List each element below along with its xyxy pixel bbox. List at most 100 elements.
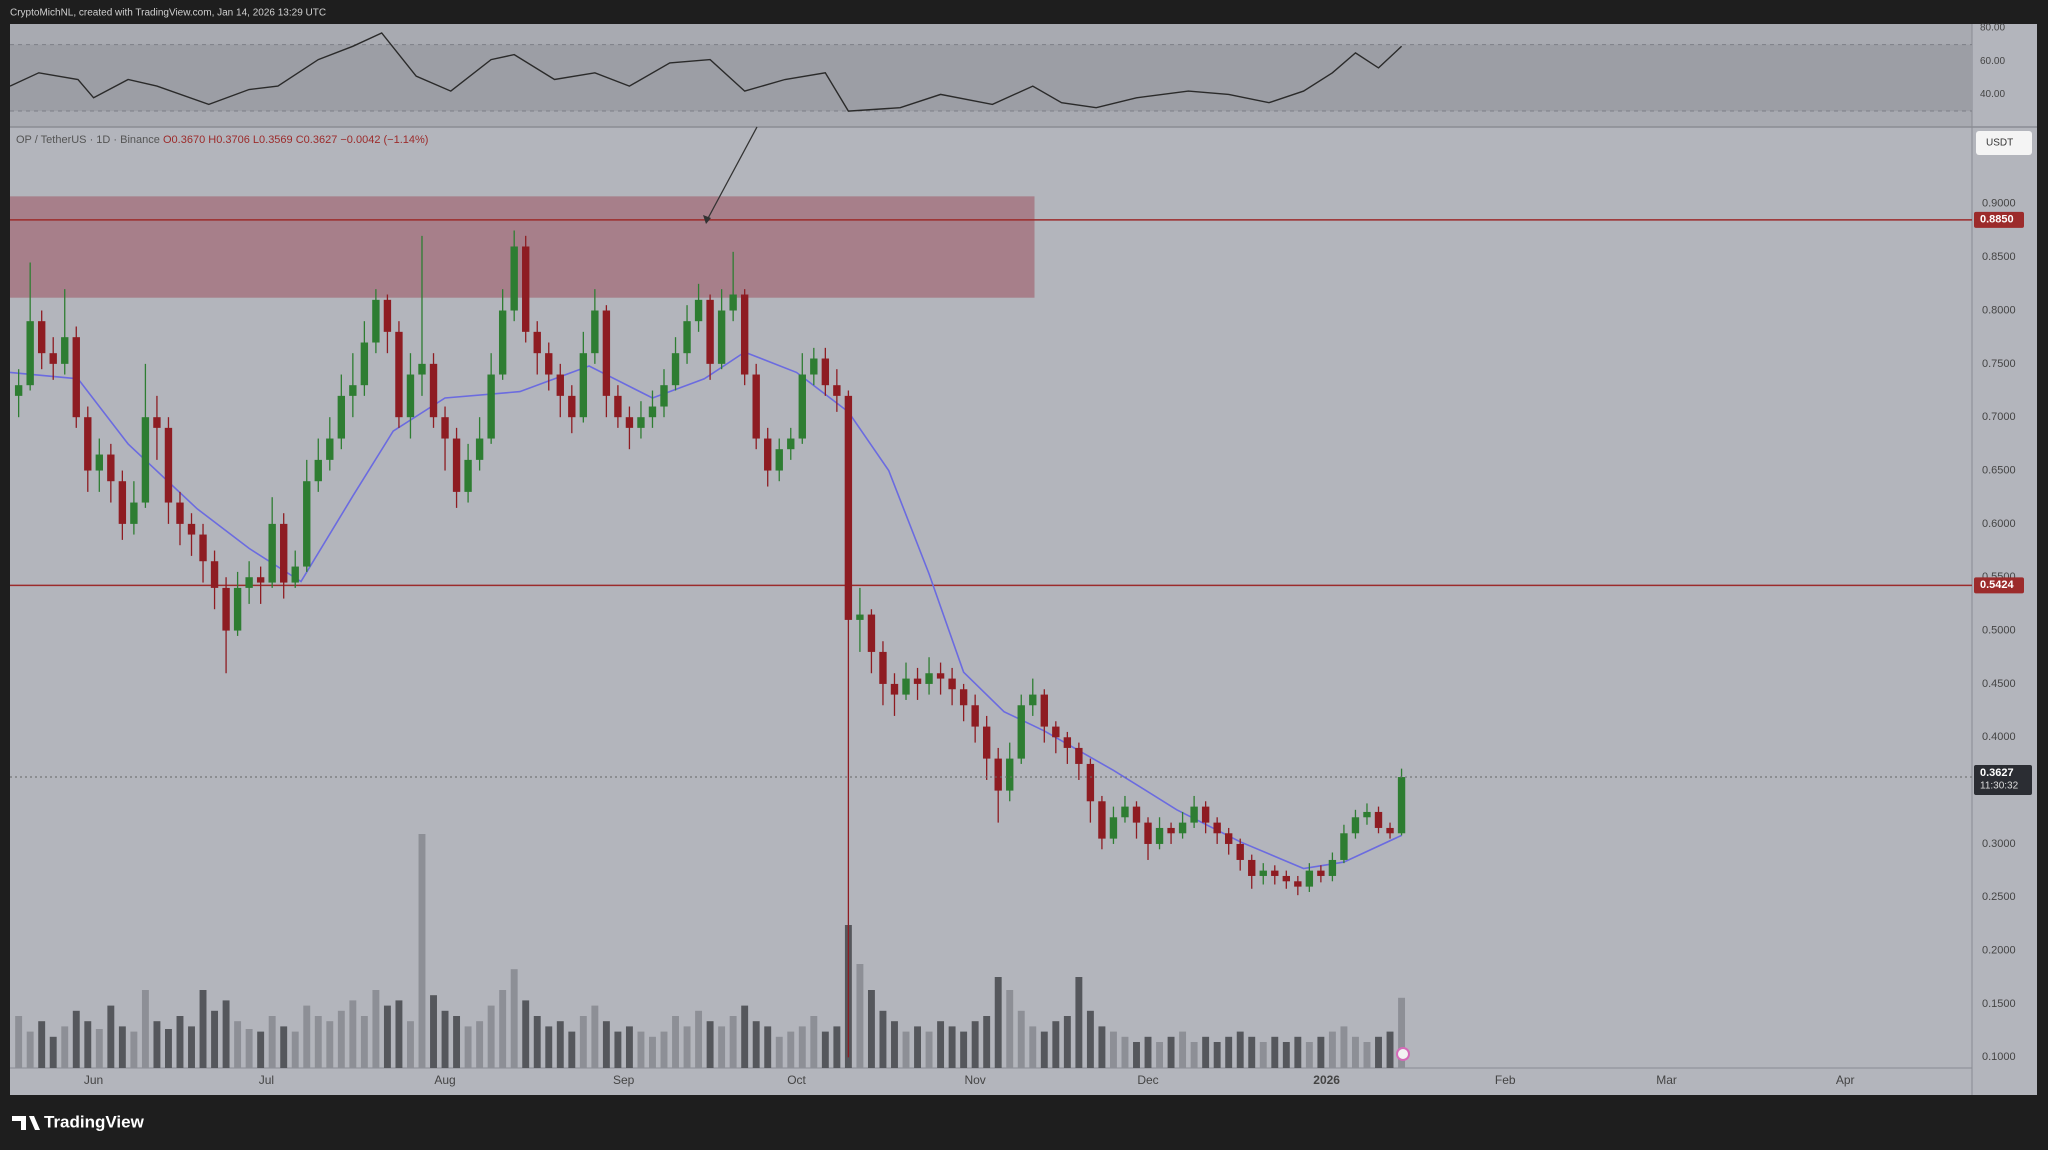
volume-bar bbox=[1017, 1010, 1025, 1068]
volume-bar bbox=[1179, 1031, 1187, 1068]
volume-bar bbox=[833, 1026, 841, 1068]
y-tick-label: 0.4000 bbox=[1982, 731, 2016, 743]
volume-bar bbox=[211, 1010, 219, 1068]
candle-body bbox=[1224, 833, 1233, 844]
candle-body bbox=[372, 299, 380, 343]
candle-body bbox=[107, 454, 115, 482]
volume-bar bbox=[1351, 1036, 1359, 1068]
candle-body bbox=[591, 310, 599, 354]
candle-body bbox=[337, 395, 346, 439]
candle-body bbox=[833, 385, 841, 396]
candle-body bbox=[556, 374, 564, 396]
candle-body bbox=[199, 534, 207, 562]
volume-bar bbox=[141, 990, 149, 1068]
volume-bar bbox=[879, 1010, 887, 1068]
y-tick-label: 0.5000 bbox=[1982, 624, 2016, 636]
candle-body bbox=[902, 678, 910, 695]
x-tick-label: Jul bbox=[259, 1073, 274, 1087]
volume-bar bbox=[188, 1026, 195, 1068]
candle-body bbox=[1386, 827, 1394, 834]
volume-bar bbox=[522, 1000, 530, 1068]
volume-bar bbox=[1305, 1042, 1313, 1068]
candle-body bbox=[1075, 747, 1083, 764]
candle-body bbox=[717, 310, 726, 364]
volume-bar bbox=[245, 1029, 253, 1068]
y-tick-label: 0.6000 bbox=[1982, 518, 2016, 530]
y-tick-label: 0.3000 bbox=[1982, 838, 2016, 850]
candle-body bbox=[1317, 870, 1325, 876]
volume-bar bbox=[326, 1021, 334, 1068]
y-tick-label: 0.1000 bbox=[1982, 1051, 2016, 1063]
candle-body bbox=[579, 353, 588, 418]
volume-bar bbox=[430, 995, 437, 1068]
volume-bar bbox=[637, 1031, 645, 1068]
brand-name: TradingView bbox=[44, 1112, 145, 1131]
volume-bar bbox=[1259, 1042, 1267, 1068]
candle-body bbox=[1121, 806, 1129, 818]
candle-body bbox=[441, 417, 449, 439]
volume-bar bbox=[487, 1005, 495, 1068]
volume-bar bbox=[199, 990, 207, 1068]
candle-body bbox=[164, 427, 173, 503]
candle-body bbox=[1248, 859, 1256, 876]
candle-body bbox=[1340, 833, 1348, 860]
volume-bar bbox=[291, 1031, 299, 1068]
candle-body bbox=[856, 614, 864, 620]
candle-body bbox=[118, 481, 127, 524]
candle-body bbox=[14, 385, 23, 396]
candle-body bbox=[637, 417, 645, 428]
candle-body bbox=[913, 678, 922, 684]
volume-bar bbox=[280, 1026, 288, 1068]
candle-body bbox=[1213, 822, 1221, 834]
candle-body bbox=[314, 459, 322, 482]
y-tick-label: 0.2000 bbox=[1982, 945, 2016, 957]
volume-bar bbox=[602, 1021, 610, 1068]
volume-bar bbox=[1040, 1031, 1048, 1068]
volume-bar bbox=[153, 1021, 161, 1068]
volume-bar bbox=[1063, 1016, 1071, 1068]
candle-body bbox=[1374, 811, 1383, 828]
volume-bar bbox=[476, 1021, 484, 1068]
volume-bar bbox=[1213, 1042, 1221, 1068]
currency-button[interactable] bbox=[1976, 131, 2032, 155]
candle-body bbox=[1155, 827, 1164, 844]
volume-bar bbox=[1144, 1036, 1152, 1068]
candle-body bbox=[994, 758, 1002, 791]
annotation-arrow bbox=[705, 126, 758, 223]
candle-body bbox=[280, 523, 288, 583]
candle-body bbox=[775, 449, 783, 471]
volume-bar bbox=[1271, 1036, 1279, 1068]
volume-bar bbox=[107, 1005, 115, 1068]
volume-bar bbox=[176, 1016, 184, 1068]
volume-bar bbox=[407, 1021, 414, 1068]
volume-bar bbox=[1006, 990, 1014, 1068]
candle-body bbox=[982, 726, 991, 759]
volume-bar bbox=[1282, 1042, 1290, 1068]
level-label: 0.8850 bbox=[1980, 214, 2014, 226]
candle-body bbox=[38, 321, 46, 354]
candle-body bbox=[787, 438, 795, 450]
event-marker[interactable] bbox=[1396, 1047, 1410, 1061]
volume-bar bbox=[1398, 997, 1406, 1068]
volume-bar bbox=[948, 1026, 956, 1068]
volume-bar bbox=[72, 1010, 80, 1068]
candle-body bbox=[648, 406, 657, 418]
candle-body bbox=[1305, 870, 1314, 887]
volume-bar bbox=[1375, 1036, 1382, 1068]
volume-bar bbox=[222, 1000, 230, 1068]
candle-body bbox=[625, 417, 634, 428]
volume-bar bbox=[418, 834, 426, 1068]
candle-body bbox=[706, 299, 714, 364]
candle-body bbox=[764, 438, 772, 471]
candle-body bbox=[1282, 875, 1290, 882]
volume-bar bbox=[1190, 1042, 1198, 1068]
volume-bar bbox=[1098, 1026, 1106, 1068]
candle-body bbox=[1351, 817, 1360, 834]
arrow-head bbox=[703, 215, 711, 224]
candle-body bbox=[475, 438, 484, 460]
volume-bar bbox=[1248, 1036, 1256, 1068]
candle-body bbox=[406, 374, 415, 418]
candle-body bbox=[210, 561, 219, 588]
